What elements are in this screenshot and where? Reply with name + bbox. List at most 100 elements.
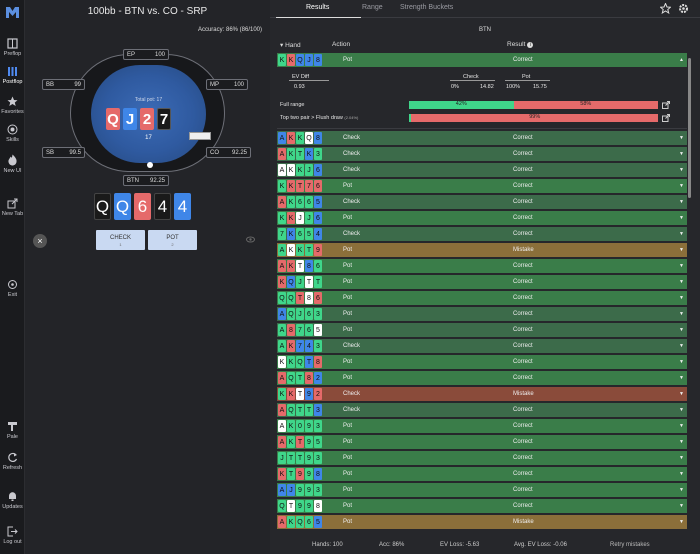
star-icon[interactable] <box>660 3 671 14</box>
sidebar-item-label: New Tab <box>1 211 24 217</box>
hand-row[interactable]: A K 6 6 5 Check Correct ▼ <box>277 195 687 209</box>
tab-results[interactable]: Results <box>306 4 330 11</box>
chevron-down-icon[interactable]: ▼ <box>679 295 684 301</box>
hand-row[interactable]: K K Q T 8 Pot Correct ▼ <box>277 355 687 369</box>
hand-row[interactable]: J T T 9 3 Pot Correct ▼ <box>277 451 687 465</box>
hand-card: 9 <box>296 500 304 512</box>
chevron-down-icon[interactable]: ▼ <box>679 519 684 525</box>
sidebar-item-new-tab[interactable]: New Tab <box>0 198 25 217</box>
hand-row[interactable]: A K T 8 6 Pot Correct ▼ <box>277 259 687 273</box>
hand-action: Pot <box>343 375 353 381</box>
hand-row[interactable]: A 8 7 6 5 Pot Correct ▼ <box>277 323 687 337</box>
chevron-down-icon[interactable]: ▼ <box>679 423 684 429</box>
sidebar-item-preflop[interactable]: Preflop <box>0 38 25 57</box>
check-button[interactable]: CHECK 1 <box>96 230 145 250</box>
hand-result: Correct <box>513 183 533 189</box>
tab-strength-buckets[interactable]: Strength Buckets <box>400 4 454 11</box>
hand-row[interactable]: A K 7 4 3 Check Correct ▼ <box>277 339 687 353</box>
hand-row[interactable]: Q Q T 8 6 Pot Correct ▼ <box>277 291 687 305</box>
chevron-down-icon[interactable]: ▼ <box>679 263 684 269</box>
chevron-down-icon[interactable]: ▼ <box>679 167 684 173</box>
sidebar-item-updates[interactable]: Updates <box>0 491 25 510</box>
sidebar-item-skills[interactable]: Skills <box>0 124 25 143</box>
retry-mistakes-link[interactable]: Retry mistakes <box>610 542 650 548</box>
chevron-down-icon[interactable]: ▼ <box>679 151 684 157</box>
sidebar-item-pale[interactable]: Pale <box>0 421 25 440</box>
hand-row[interactable]: K K Q J 8 Pot Correct ▲ <box>277 53 687 67</box>
hand-row[interactable]: A K T K 3 Check Correct ▼ <box>277 147 687 161</box>
hand-card: 9 <box>305 420 313 432</box>
close-button[interactable]: × <box>33 234 47 248</box>
chevron-down-icon[interactable]: ▼ <box>679 311 684 317</box>
chevron-down-icon[interactable]: ▼ <box>679 471 684 477</box>
chevron-down-icon[interactable]: ▼ <box>679 359 684 365</box>
hand-row[interactable]: K K J J 6 Pot Correct ▼ <box>277 211 687 225</box>
results-panel: Results Range Strength Buckets BTN ▾ Han… <box>270 0 700 554</box>
hand-detail: EV Diff 0.93 Check 0% 14.82 Pot 100% 15.… <box>277 68 687 129</box>
hand-card: 6 <box>305 308 313 320</box>
hand-card: T <box>305 356 313 368</box>
tab-range[interactable]: Range <box>362 4 383 11</box>
sidebar-item-favorites[interactable]: Favorites <box>0 96 25 115</box>
hand-row[interactable]: Q T 9 9 8 Pot Correct ▼ <box>277 499 687 513</box>
hand-card: 8 <box>314 54 322 66</box>
chevron-down-icon[interactable]: ▼ <box>679 343 684 349</box>
hand-row[interactable]: A K Q 6 5 Pot Mistake ▼ <box>277 515 687 529</box>
scrollbar[interactable] <box>688 58 691 198</box>
hand-card: 3 <box>314 420 322 432</box>
hand-row[interactable]: A K K J 6 Check Correct ▼ <box>277 163 687 177</box>
chevron-down-icon[interactable]: ▼ <box>679 455 684 461</box>
seat-co: CO 92.25 <box>206 147 251 158</box>
chevron-down-icon[interactable]: ▼ <box>679 247 684 253</box>
chevron-down-icon[interactable]: ▼ <box>679 199 684 205</box>
hand-result: Correct <box>513 231 533 237</box>
sidebar-item-exit[interactable]: Exit <box>0 279 25 298</box>
chevron-down-icon[interactable]: ▼ <box>679 327 684 333</box>
hand-row[interactable]: A Q T T 3 Check Correct ▼ <box>277 403 687 417</box>
board-card: 2 <box>140 108 154 130</box>
hand-card: 3 <box>314 452 322 464</box>
sidebar-item-log-out[interactable]: Log out <box>0 526 25 545</box>
hand-row[interactable]: K Q J T T Pot Correct ▼ <box>277 275 687 289</box>
hand-row[interactable]: 7 K 6 5 4 Check Correct ▼ <box>277 227 687 241</box>
sidebar-item-new-ui[interactable]: New UI <box>0 154 25 174</box>
exit-icon <box>8 280 17 289</box>
hand-card: 8 <box>314 132 322 144</box>
hand-row[interactable]: K K T 7 6 Pot Correct ▼ <box>277 179 687 193</box>
hand-row[interactable]: K K T 9 2 Check Mistake ▼ <box>277 387 687 401</box>
hand-card: J <box>296 308 304 320</box>
chevron-down-icon[interactable]: ▼ <box>679 231 684 237</box>
sidebar-item-label: New UI <box>3 168 22 174</box>
external-link-icon[interactable] <box>662 114 670 122</box>
hand-row[interactable]: K T 9 9 8 Pot Correct ▼ <box>277 467 687 481</box>
gear-icon[interactable] <box>678 3 689 14</box>
hand-row[interactable]: A K K T 9 Pot Mistake ▼ <box>277 243 687 257</box>
hand-row[interactable]: A Q J 6 3 Pot Correct ▼ <box>277 307 687 321</box>
hand-card: A <box>278 132 286 144</box>
external-link-icon[interactable] <box>662 101 670 109</box>
chevron-up-icon[interactable]: ▲ <box>679 57 684 63</box>
chevron-down-icon[interactable]: ▼ <box>679 215 684 221</box>
hand-row[interactable]: A Q T 8 2 Pot Correct ▼ <box>277 371 687 385</box>
hand-card: 6 <box>296 228 304 240</box>
hand-row[interactable]: A K K Q 8 Check Correct ▼ <box>277 131 687 145</box>
chevron-down-icon[interactable]: ▼ <box>679 375 684 381</box>
chevron-down-icon[interactable]: ▼ <box>679 487 684 493</box>
chevron-down-icon[interactable]: ▼ <box>679 183 684 189</box>
column-hand[interactable]: ▾ Hand <box>280 42 301 49</box>
chevron-down-icon[interactable]: ▼ <box>679 391 684 397</box>
chevron-down-icon[interactable]: ▼ <box>679 439 684 445</box>
sidebar-item-postflop[interactable]: Postflop <box>0 66 25 85</box>
chevron-down-icon[interactable]: ▼ <box>679 279 684 285</box>
pot-button[interactable]: POT 2 <box>148 230 197 250</box>
chevron-down-icon[interactable]: ▼ <box>679 503 684 509</box>
hand-row[interactable]: A K 0 9 3 Pot Correct ▼ <box>277 419 687 433</box>
hand-row[interactable]: A K T 9 5 Pot Correct ▼ <box>277 435 687 449</box>
chevron-down-icon[interactable]: ▼ <box>679 135 684 141</box>
chevron-down-icon[interactable]: ▼ <box>679 407 684 413</box>
brush-icon <box>8 422 17 431</box>
sidebar-item-refresh[interactable]: Refresh <box>0 452 25 471</box>
eye-icon[interactable] <box>246 236 255 243</box>
hand-row[interactable]: A J 9 9 3 Pot Correct ▼ <box>277 483 687 497</box>
hand-result: Correct <box>513 57 533 63</box>
